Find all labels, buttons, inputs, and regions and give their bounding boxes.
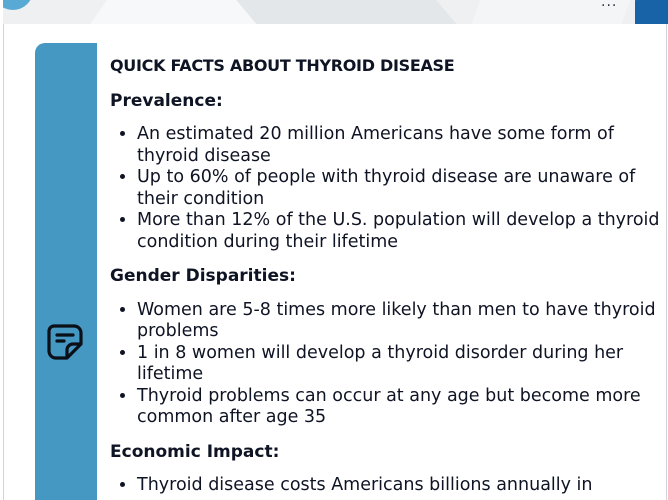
fact-list: Thyroid disease costs Americans billions… <box>110 475 660 497</box>
list-item: Thyroid problems can occur at any age bu… <box>137 386 660 429</box>
list-item: More than 12% of the U.S. population wil… <box>137 210 660 253</box>
section-heading: Prevalence: <box>110 90 223 111</box>
more-options-button[interactable]: ... <box>601 0 618 10</box>
section-heading: Economic Impact: <box>110 441 280 462</box>
list-item: An estimated 20 million Americans have s… <box>137 124 660 167</box>
list-item: Women are 5-8 times more likely than men… <box>137 300 660 343</box>
fact-list: An estimated 20 million Americans have s… <box>110 124 660 253</box>
list-item: Thyroid disease costs Americans billions… <box>137 475 660 497</box>
card-title: QUICK FACTS ABOUT THYROID DISEASE <box>110 56 455 75</box>
sticky-note-icon <box>47 324 83 360</box>
card-content: QUICK FACTS ABOUT THYROID DISEASE Preval… <box>110 55 660 500</box>
section-heading: Gender Disparities: <box>110 266 296 286</box>
card-accent-bar <box>35 43 97 500</box>
fact-list: Women are 5-8 times more likely than men… <box>110 300 660 429</box>
page-frame <box>3 24 667 500</box>
list-item: Up to 60% of people with thyroid disease… <box>137 167 660 210</box>
banner-shape <box>227 0 479 24</box>
banner-shape <box>3 0 33 10</box>
quick-facts-card: QUICK FACTS ABOUT THYROID DISEASE Preval… <box>35 43 668 500</box>
header-banner: ... <box>3 0 668 24</box>
banner-shape <box>635 0 668 24</box>
list-item: 1 in 8 women will develop a thyroid diso… <box>137 343 660 386</box>
